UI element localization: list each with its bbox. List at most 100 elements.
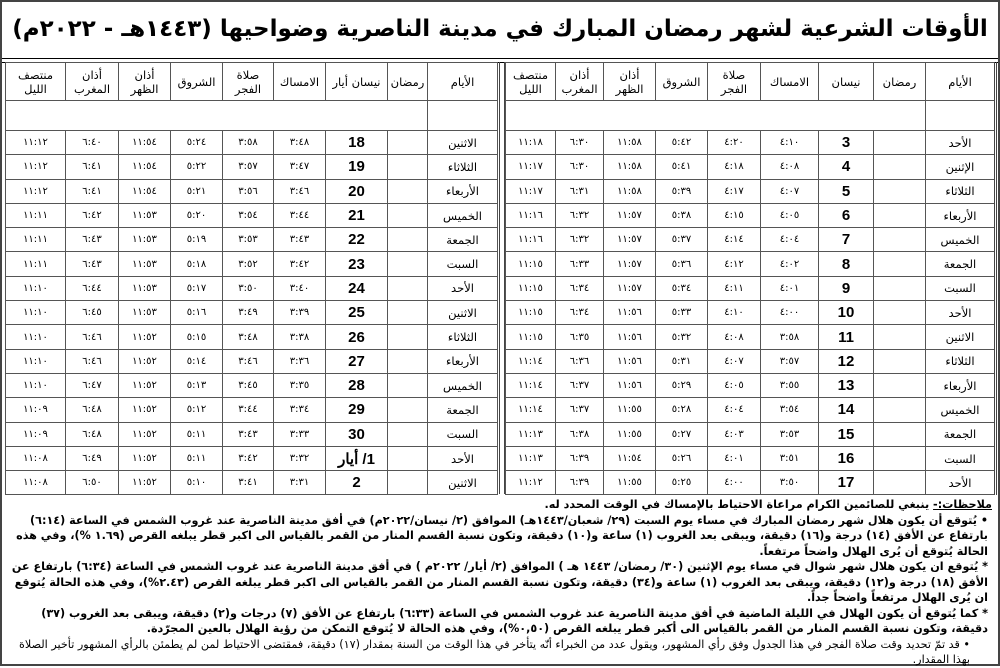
cell-gregorian-date: 17 <box>818 470 874 496</box>
table-row: الأحد 24 ٣:٤٠ ٣:٥٠ ٥:١٧ ١١:٥٣ ٦:٤٤ ١١:١٠ <box>5 275 498 302</box>
cell-day: السبت <box>427 251 498 277</box>
header-maghrib: أذان المغرب <box>555 62 604 101</box>
cell-fajr: ٣:٥٦ <box>222 178 274 204</box>
cell-day: الأحد <box>427 275 498 302</box>
note-fajr-time: • قد تمّ تحديد وقت صلاة الفجر في هذا الج… <box>19 637 970 667</box>
note-shawwal-crescent: * يُتوقع ان يكون هلال شهر شوال في مساء ي… <box>11 560 988 604</box>
table-row: السبت 9 ٤:٠١ ٤:١١ ٥:٣٤ ١١:٥٧ ٦:٣٤ ١١:١٥ <box>505 275 996 302</box>
cell-imsak: ٣:٣١ <box>273 470 326 496</box>
table-row: الأحد 1/ أيار ٣:٣٢ ٣:٤٢ ٥:١١ ١١:٥٢ ٦:٤٩ ١١:٠٨ <box>5 445 498 472</box>
cell-sunrise: ٥:٢٢ <box>170 154 223 180</box>
header-midnight: منتصف الليل <box>505 62 556 101</box>
header-imsak: الامساك <box>273 62 326 101</box>
cell-maghrib: ٦:٤٤ <box>65 275 119 302</box>
cell-fajr: ٣:٤٩ <box>222 300 274 326</box>
cell-day: الاثنين <box>925 324 996 350</box>
cell-fajr: ٤:٠١ <box>707 445 761 472</box>
cell-gregorian-date: 16 <box>818 445 874 472</box>
cell-fajr: ٤:٠٧ <box>707 348 761 374</box>
cell-day: الثلاثاء <box>925 178 996 204</box>
cell-imsak: ٤:٠٠ <box>760 300 819 326</box>
cell-gregorian-date: 30 <box>325 421 388 447</box>
cell-maghrib: ٦:٤١ <box>65 178 119 204</box>
cell-dhuhr: ١١:٥٢ <box>118 348 171 374</box>
cell-gregorian-date: 15 <box>818 421 874 447</box>
cell-fajr: ٣:٥٤ <box>222 202 274 229</box>
header-gregorian-date: نيسان أيار <box>325 62 388 101</box>
cell-fajr: ٤:٠٨ <box>707 324 761 350</box>
cell-dhuhr: ١١:٥٥ <box>603 421 656 447</box>
cell-day: الثلاثاء <box>427 154 498 180</box>
cell-day: الأحد <box>925 470 996 496</box>
cell-day: الخميس <box>925 227 996 253</box>
cell-dhuhr: ١١:٥٢ <box>118 324 171 350</box>
cell-sunrise: ٥:١٧ <box>170 275 223 302</box>
cell-fajr: ٤:٠٥ <box>707 372 761 399</box>
cell-midnight: ١١:١٢ <box>5 178 66 204</box>
empty-row <box>505 100 996 131</box>
table-header-row: الأيام رمضان نيسان أيار الامساك صلاة الفجر ال… <box>5 62 498 101</box>
cell-gregorian-date: 13 <box>818 372 874 399</box>
table-row: الأربعاء 13 ٣:٥٥ ٤:٠٥ ٥:٢٩ ١١:٥٦ ٦:٣٧ ١١:١٤ <box>505 372 996 399</box>
cell-imsak: ٣:٤٣ <box>273 227 326 253</box>
cell-ramadan <box>873 372 926 399</box>
cell-dhuhr: ١١:٥٨ <box>603 129 656 156</box>
cell-gregorian-date: 29 <box>325 397 388 423</box>
cell-fajr: ٣:٤٢ <box>222 445 274 472</box>
cell-sunrise: ٥:١٩ <box>170 227 223 253</box>
cell-maghrib: ٦:٣٤ <box>555 300 604 326</box>
cell-fajr: ٤:٠٠ <box>707 470 761 496</box>
cell-maghrib: ٦:٣١ <box>555 178 604 204</box>
table-row: الاثنين 18 ٣:٤٨ ٣:٥٨ ٥:٢٤ ١١:٥٤ ٦:٤٠ ١١:١٢ <box>5 129 498 156</box>
cell-ramadan <box>387 300 428 326</box>
cell-imsak: ٣:٥٧ <box>760 348 819 374</box>
cell-imsak: ٤:٠٤ <box>760 227 819 253</box>
cell-sunrise: ٥:٣٤ <box>655 275 708 302</box>
cell-fajr: ٣:٥٨ <box>222 129 274 156</box>
header-dhuhr: أذان الظهر <box>118 62 171 101</box>
table-row: الأربعاء 20 ٣:٤٦ ٣:٥٦ ٥:٢١ ١١:٥٤ ٦:٤١ ١١:١٢ <box>5 178 498 204</box>
cell-midnight: ١١:١٠ <box>5 372 66 399</box>
cell-imsak: ٣:٣٨ <box>273 324 326 350</box>
cell-sunrise: ٥:١٤ <box>170 348 223 374</box>
cell-midnight: ١١:١٥ <box>505 251 556 277</box>
cell-midnight: ١١:١٤ <box>505 348 556 374</box>
cell-midnight: ١١:١٣ <box>505 445 556 472</box>
cell-fajr: ٣:٥٠ <box>222 275 274 302</box>
cell-ramadan <box>387 421 428 447</box>
cell-dhuhr: ١١:٥٧ <box>603 251 656 277</box>
header-fajr: صلاة الفجر <box>707 62 761 101</box>
cell-day: السبت <box>925 275 996 302</box>
cell-midnight: ١١:١٥ <box>505 324 556 350</box>
table-row: الأحد 3 ٤:١٠ ٤:٢٠ ٥:٤٢ ١١:٥٨ ٦:٣٠ ١١:١٨ <box>505 129 996 156</box>
cell-gregorian-date: 6 <box>818 202 874 229</box>
cell-maghrib: ٦:٥٠ <box>65 470 119 496</box>
table-row: الأحد 17 ٣:٥٠ ٤:٠٠ ٥:٢٥ ١١:٥٥ ٦:٣٩ ١١:١٢ <box>505 470 996 496</box>
cell-ramadan <box>387 129 428 156</box>
empty-cell <box>505 100 926 131</box>
cell-fajr: ٣:٤١ <box>222 470 274 496</box>
table-row: الثلاثاء 12 ٣:٥٧ ٤:٠٧ ٥:٣١ ١١:٥٦ ٦:٣٦ ١١:١٤ <box>505 348 996 374</box>
cell-gregorian-date: 4 <box>818 154 874 180</box>
cell-sunrise: ٥:١٦ <box>170 300 223 326</box>
cell-midnight: ١١:١٣ <box>505 421 556 447</box>
cell-dhuhr: ١١:٥٨ <box>603 154 656 180</box>
cell-imsak: ٤:٠٧ <box>760 178 819 204</box>
table-row: الأربعاء 6 ٤:٠٥ ٤:١٥ ٥:٣٨ ١١:٥٧ ٦:٣٢ ١١:١٦ <box>505 202 996 229</box>
cell-day: الجمعة <box>925 251 996 277</box>
cell-gregorian-date: 5 <box>818 178 874 204</box>
cell-midnight: ١١:١٧ <box>505 178 556 204</box>
cell-ramadan <box>387 178 428 204</box>
cell-dhuhr: ١١:٥٨ <box>603 178 656 204</box>
table-row: الإثنين 4 ٤:٠٨ ٤:١٨ ٥:٤١ ١١:٥٨ ٦:٣٠ ١١:١٧ <box>505 154 996 180</box>
cell-day: السبت <box>427 421 498 447</box>
table-row: الأربعاء 27 ٣:٣٦ ٣:٤٦ ٥:١٤ ١١:٥٢ ٦:٤٦ ١١:١٠ <box>5 348 498 374</box>
cell-ramadan <box>387 154 428 180</box>
cell-fajr: ٤:١٧ <box>707 178 761 204</box>
table-row: الثلاثاء 19 ٣:٤٧ ٣:٥٧ ٥:٢٢ ١١:٥٤ ٦:٤١ ١١:١٢ <box>5 154 498 180</box>
cell-maghrib: ٦:٤٧ <box>65 372 119 399</box>
cell-imsak: ٣:٥٨ <box>760 324 819 350</box>
cell-maghrib: ٦:٣٩ <box>555 445 604 472</box>
cell-dhuhr: ١١:٥٣ <box>118 202 171 229</box>
cell-imsak: ٣:٣٩ <box>273 300 326 326</box>
